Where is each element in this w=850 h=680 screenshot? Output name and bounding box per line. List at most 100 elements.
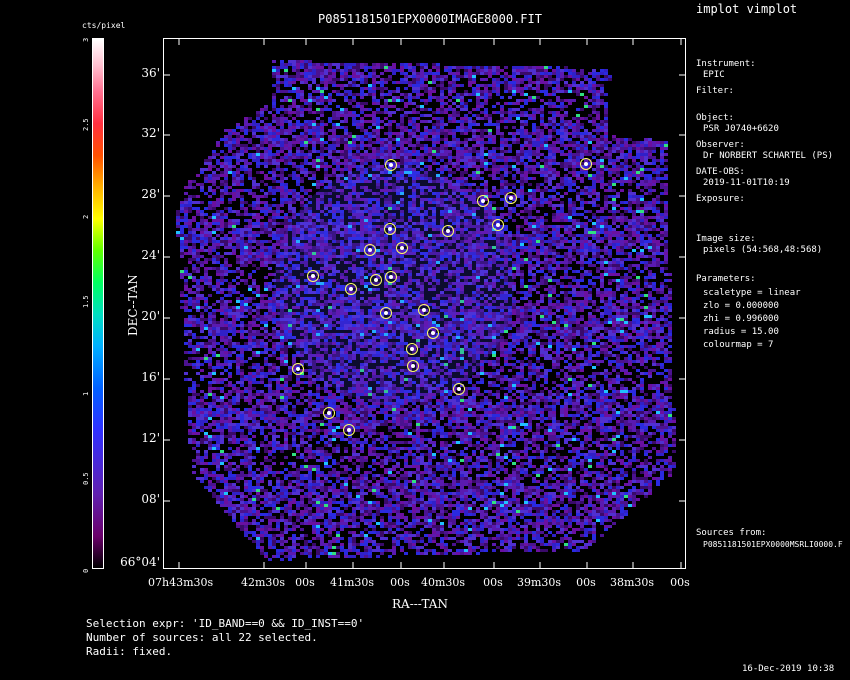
sky-pixel [348,141,352,144]
sky-pixel [448,120,452,123]
sky-pixel [448,174,452,177]
sky-pixel [312,249,316,252]
sky-pixel [368,201,372,204]
sky-pixel [220,138,224,141]
sky-pixel [516,129,520,132]
sky-pixel [416,150,420,153]
sky-pixel [536,66,540,69]
sky-pixel [580,75,584,78]
sky-pixel [412,162,416,165]
sky-pixel [532,72,536,75]
sky-pixel [400,213,404,216]
sky-pixel [308,243,312,246]
sky-pixel [580,144,584,147]
sky-pixel [400,123,404,126]
sky-pixel [524,141,528,144]
sky-pixel [268,111,272,114]
sky-pixel [524,219,528,222]
sky-pixel [204,240,208,243]
sky-pixel [304,216,308,219]
sky-pixel [552,258,556,261]
sky-pixel [524,249,528,252]
sky-pixel [356,234,360,237]
sky-pixel [328,264,332,267]
sky-pixel [576,150,580,153]
sky-pixel [444,252,448,255]
sky-pixel [480,78,484,81]
sky-pixel [636,153,640,156]
sky-pixel [624,144,628,147]
sky-pixel [652,237,656,240]
sky-pixel [384,117,388,120]
sky-pixel [420,213,424,216]
sky-pixel [524,177,528,180]
sky-pixel [248,171,252,174]
sky-pixel [352,72,356,75]
sky-pixel [188,210,192,213]
sky-pixel [276,108,280,111]
xray-image[interactable] [164,39,685,568]
sky-pixel [216,204,220,207]
sky-pixel [536,258,540,261]
sky-pixel [480,129,484,132]
sky-pixel [312,234,316,237]
sky-pixel [604,135,608,138]
sky-pixel [456,228,460,231]
sky-pixel [300,165,304,168]
sky-pixel [552,177,556,180]
sky-pixel [420,189,424,192]
sky-pixel [288,90,292,93]
sky-pixel [588,231,592,234]
sky-pixel [280,126,284,129]
sky-pixel [552,195,556,198]
sky-pixel [280,156,284,159]
sky-pixel [364,210,368,213]
sky-pixel [236,141,240,144]
sky-pixel [320,237,324,240]
sky-pixel [476,84,480,87]
sky-pixel [516,204,520,207]
sky-pixel [308,99,312,102]
sky-pixel [592,180,596,183]
sky-pixel [580,261,584,264]
sky-pixel [468,258,472,261]
plot-area[interactable] [163,38,686,569]
sky-pixel [488,66,492,69]
sky-pixel [540,183,544,186]
sky-pixel [376,201,380,204]
sky-pixel [640,159,644,162]
sky-pixel [372,123,376,126]
sky-pixel [612,258,616,261]
sky-pixel [440,108,444,111]
colorbar-label: cts/pixel [82,21,126,30]
sky-pixel [388,258,392,261]
sky-pixel [200,186,204,189]
sky-pixel [548,66,552,69]
sky-pixel [372,237,376,240]
sky-pixel [588,81,592,84]
sky-pixel [592,198,596,201]
sky-pixel [492,228,496,231]
sky-pixel [272,243,276,246]
sky-pixel [420,93,424,96]
sky-pixel [632,180,636,183]
sky-pixel [620,168,624,171]
sky-pixel [368,75,372,78]
sky-pixel [284,63,288,66]
sky-pixel [456,114,460,117]
sky-pixel [524,207,528,210]
sky-pixel [252,135,256,138]
sky-pixel [580,93,584,96]
sky-pixel [492,90,496,93]
sky-pixel [508,96,512,99]
sky-pixel [504,261,508,264]
sky-pixel [528,168,532,171]
sky-pixel [392,165,396,168]
sky-pixel [268,147,272,150]
sky-pixel [624,159,628,162]
sky-pixel [316,204,320,207]
sky-pixel [620,165,624,168]
sky-pixel [584,129,588,132]
sky-pixel [300,66,304,69]
sky-pixel [412,246,416,249]
